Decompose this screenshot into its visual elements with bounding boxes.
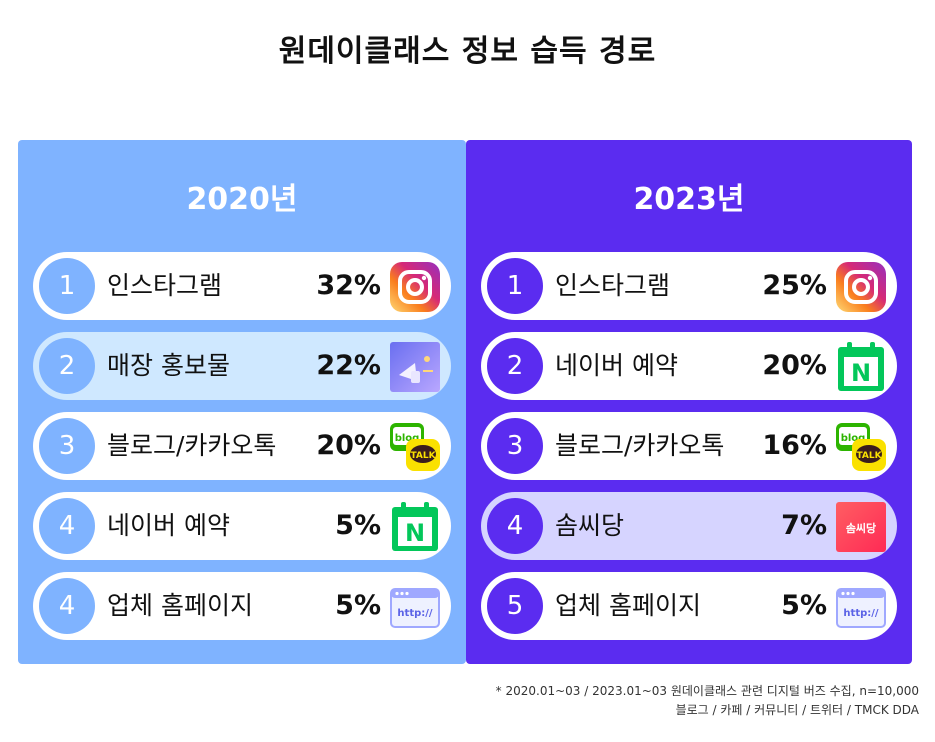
list-item: 2 매장 홍보물 22%	[33, 332, 451, 400]
list-item: 1 인스타그램 25%	[481, 252, 897, 320]
blog-text: blog	[395, 433, 420, 444]
flyer-icon	[390, 342, 440, 392]
channel-label: 네이버 예약	[555, 351, 678, 380]
panel-2023: 2023년 1 인스타그램 25% 2 네이버 예약 20%	[466, 140, 912, 664]
rank-badge: 4	[487, 498, 543, 554]
channel-label: 솜씨당	[555, 511, 625, 540]
list-item: 4 네이버 예약 5% N	[33, 492, 451, 560]
channel-label: 인스타그램	[555, 271, 671, 300]
somssidang-text: 솜씨당	[846, 521, 876, 535]
panel-year-2020: 2020년	[186, 182, 298, 217]
channel-label: 네이버 예약	[107, 511, 230, 540]
rank-badge: 3	[39, 418, 95, 474]
naver-booking-icon: N	[838, 342, 884, 391]
percent-value: 25%	[762, 270, 827, 301]
channel-label: 업체 홈페이지	[107, 591, 253, 620]
talk-text: TALK	[856, 451, 882, 461]
percent-value: 5%	[781, 590, 827, 621]
list-item: 3 블로그/카카오톡 16% blog TALK	[481, 412, 897, 480]
panel-year-2023: 2023년	[633, 182, 745, 217]
list-item: 4 업체 홈페이지 5% http://	[33, 572, 451, 640]
percent-value: 16%	[762, 430, 827, 461]
list-item: 3 블로그/카카오톡 20% blog TALK	[33, 412, 451, 480]
percent-value: 20%	[762, 350, 827, 381]
rank-badge: 1	[39, 258, 95, 314]
percent-value: 20%	[316, 430, 381, 461]
blog-text: blog	[841, 433, 866, 444]
naver-booking-icon: N	[392, 502, 438, 551]
channel-label: 블로그/카카오톡	[555, 431, 725, 460]
blog-talk-icon: blog TALK	[836, 423, 886, 471]
panel-2020: 2020년 1 인스타그램 32% 2 매장 홍보물 22%	[18, 140, 466, 664]
naver-n-text: N	[405, 519, 425, 547]
rank-badge: 2	[39, 338, 95, 394]
somssidang-logo-icon: 솜씨당	[836, 502, 886, 552]
browser-http-icon: http://	[836, 588, 886, 628]
channel-label: 블로그/카카오톡	[107, 431, 277, 460]
rank-badge: 4	[39, 498, 95, 554]
page-title: 원데이클래스 정보 습득 경로	[278, 34, 657, 69]
footnote: * 2020.01~03 / 2023.01~03 원데이클래스 관련 디지털 …	[496, 682, 919, 720]
list-item: 4 솜씨당 7% 솜씨당	[481, 492, 897, 560]
percent-value: 5%	[335, 510, 381, 541]
percent-value: 7%	[781, 510, 827, 541]
rank-badge: 2	[487, 338, 543, 394]
instagram-icon	[390, 262, 440, 312]
blog-talk-icon: blog TALK	[390, 423, 440, 471]
talk-text: TALK	[410, 451, 436, 461]
footnote-line-2: 블로그 / 카페 / 커뮤니티 / 트위터 / TMCK DDA	[675, 703, 919, 717]
rank-badge: 3	[487, 418, 543, 474]
list-item: 2 네이버 예약 20% N	[481, 332, 897, 400]
naver-n-text: N	[851, 359, 871, 387]
http-text: http://	[397, 608, 432, 619]
http-text: http://	[843, 608, 878, 619]
list-item: 1 인스타그램 32%	[33, 252, 451, 320]
channel-label: 업체 홈페이지	[555, 591, 701, 620]
rank-badge: 1	[487, 258, 543, 314]
channel-label: 인스타그램	[107, 271, 223, 300]
channel-label: 매장 홍보물	[107, 351, 230, 380]
footnote-line-1: * 2020.01~03 / 2023.01~03 원데이클래스 관련 디지털 …	[495, 684, 919, 698]
rank-badge: 5	[487, 578, 543, 634]
browser-http-icon: http://	[390, 588, 440, 628]
instagram-icon	[836, 262, 886, 312]
list-item: 5 업체 홈페이지 5% http://	[481, 572, 897, 640]
percent-value: 5%	[335, 590, 381, 621]
rank-badge: 4	[39, 578, 95, 634]
percent-value: 32%	[316, 270, 381, 301]
percent-value: 22%	[316, 350, 381, 381]
